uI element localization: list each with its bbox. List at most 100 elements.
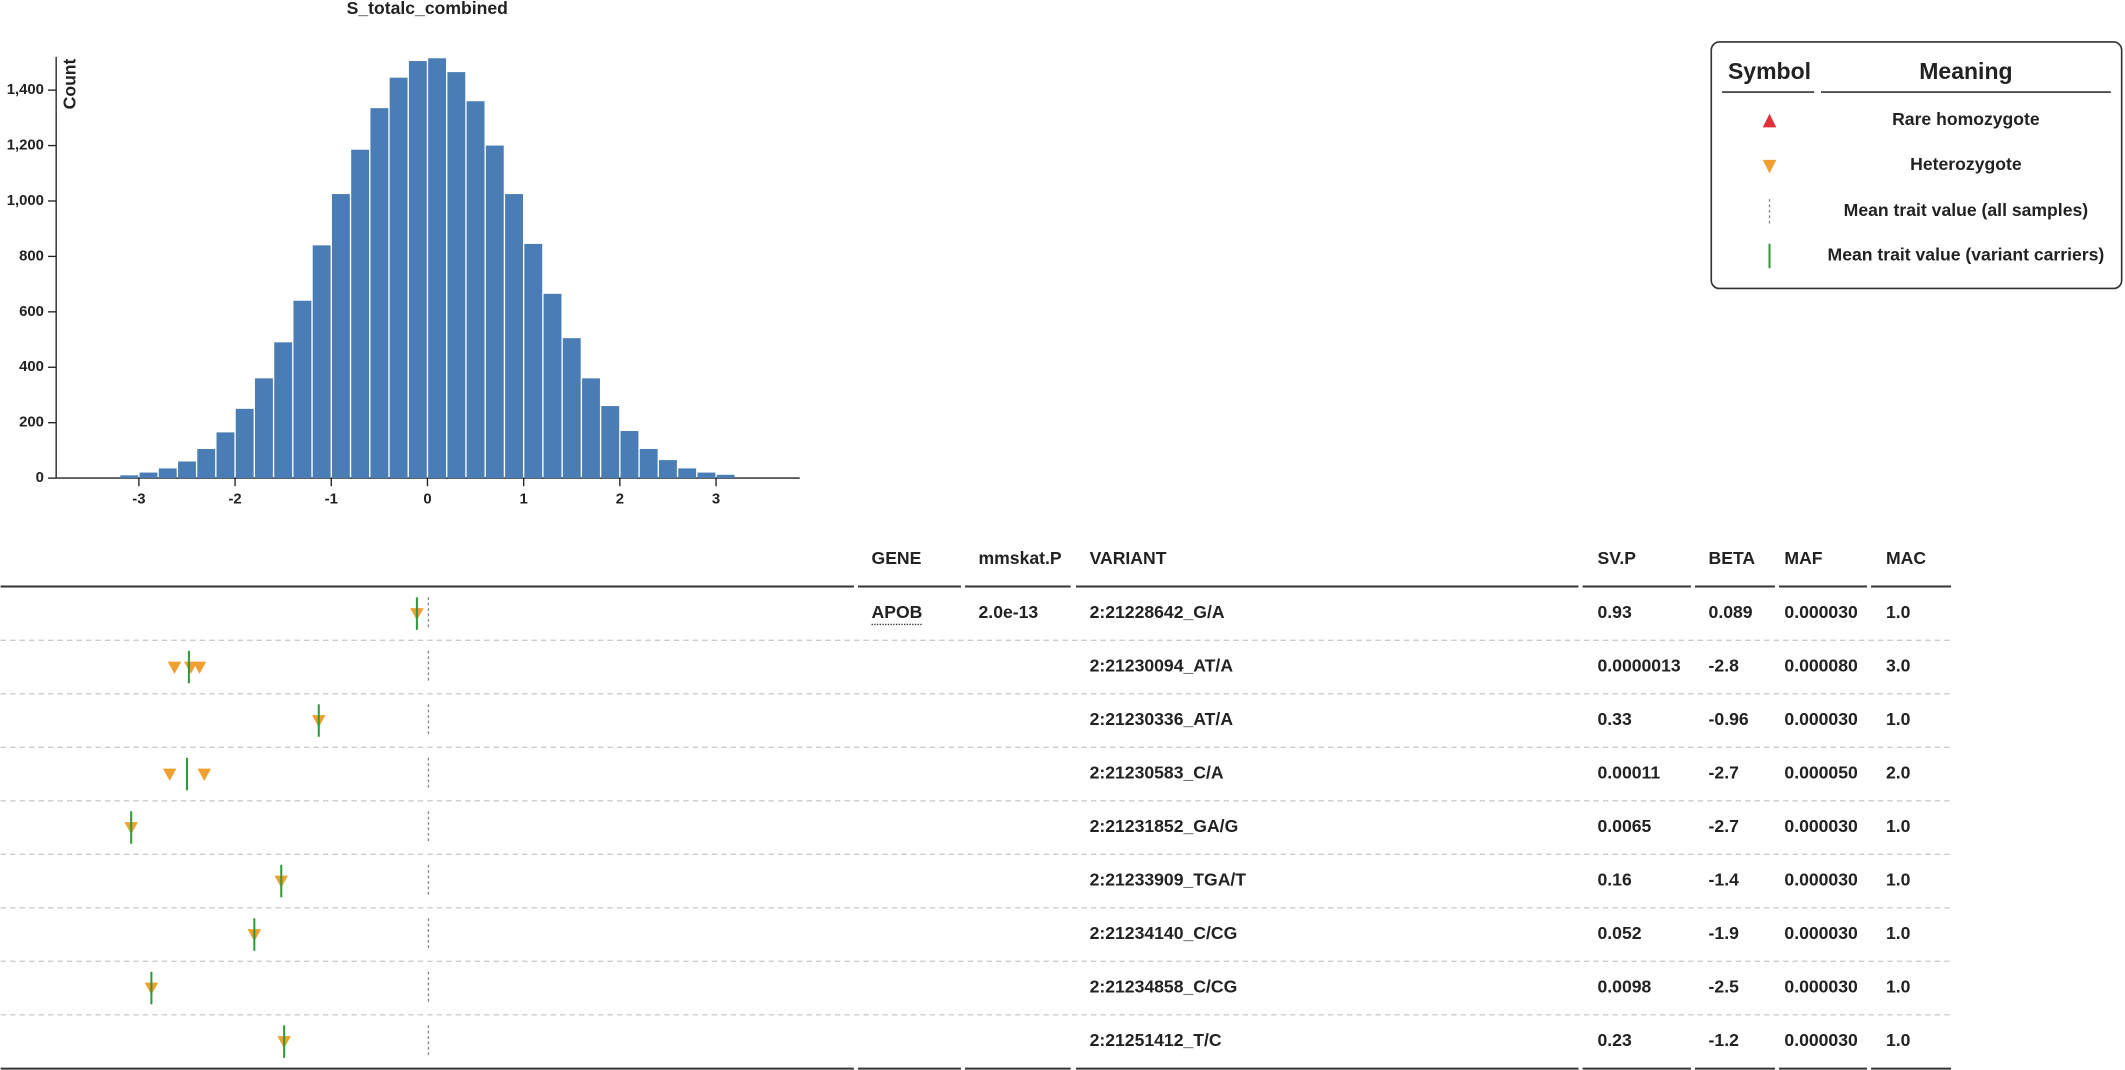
het-symbol bbox=[1762, 159, 1777, 174]
legend-box bbox=[1710, 41, 2123, 290]
y-tick-label: 800 bbox=[19, 248, 44, 264]
hist-title: S_totalc_combined bbox=[347, 0, 508, 18]
column-header: MAF bbox=[1784, 548, 1822, 568]
hist-bar bbox=[601, 406, 620, 479]
hist-bar bbox=[524, 243, 543, 479]
legend-item: Mean trait value (variant carriers) bbox=[1828, 245, 2105, 265]
table-cell: 1.0 bbox=[1886, 816, 1911, 836]
y-tick-label: 600 bbox=[19, 304, 44, 320]
table-cell: 1.0 bbox=[1886, 709, 1911, 729]
y-tick-label: 1,000 bbox=[7, 193, 44, 209]
table-cell: -2.7 bbox=[1709, 816, 1740, 836]
table-cell: 0.0065 bbox=[1598, 816, 1652, 836]
table-cell: 0.23 bbox=[1598, 1030, 1632, 1050]
table-cell: 0.000050 bbox=[1784, 763, 1858, 783]
hist-bar bbox=[582, 378, 600, 479]
y-tick-label: 1,400 bbox=[7, 82, 44, 98]
table-cell: 2.0 bbox=[1886, 763, 1911, 783]
hist-bar bbox=[447, 72, 466, 479]
table-cell: 2.0e-13 bbox=[979, 602, 1039, 622]
table-cell: 2:21251412_T/C bbox=[1090, 1030, 1222, 1050]
y-tick-label: 200 bbox=[19, 415, 44, 431]
het-marker bbox=[197, 768, 212, 781]
table-cell: -1.9 bbox=[1709, 923, 1740, 943]
legend-header: Symbol bbox=[1728, 58, 1811, 84]
y-tick-label: 0 bbox=[36, 470, 44, 486]
table-cell: -1.2 bbox=[1709, 1030, 1740, 1050]
y-axis-label: Count bbox=[60, 58, 80, 109]
rare-hom-symbol bbox=[1762, 113, 1777, 128]
table-cell: 0.000080 bbox=[1784, 656, 1858, 676]
x-tick-label: -3 bbox=[132, 492, 145, 508]
table-cell: 0.000030 bbox=[1784, 816, 1858, 836]
column-header: VARIANT bbox=[1090, 548, 1167, 568]
table-cell: 0.0000013 bbox=[1598, 656, 1681, 676]
table-cell: 0.0098 bbox=[1598, 977, 1652, 997]
table-cell: -2.7 bbox=[1709, 763, 1740, 783]
x-tick-label: 3 bbox=[712, 492, 720, 508]
y-tick-label: 1,200 bbox=[7, 138, 44, 154]
gene-link[interactable]: APOB bbox=[872, 602, 923, 622]
table-cell: -0.96 bbox=[1709, 709, 1749, 729]
hist-bar bbox=[659, 460, 677, 479]
hist-bar bbox=[312, 245, 331, 479]
table-cell: 2:21230336_AT/A bbox=[1090, 709, 1234, 729]
legend-item: Rare homozygote bbox=[1892, 109, 2040, 129]
hist-bar bbox=[274, 342, 293, 479]
hist-bar bbox=[697, 472, 716, 479]
table-cell: 0.089 bbox=[1709, 602, 1753, 622]
hist-bar bbox=[485, 145, 504, 479]
table-cell: 0.16 bbox=[1598, 870, 1632, 890]
table-cell: 2:21231852_GA/G bbox=[1090, 816, 1239, 836]
table-cell: 1.0 bbox=[1886, 1030, 1911, 1050]
table-cell: 0.000030 bbox=[1784, 602, 1858, 622]
hist-bar bbox=[639, 449, 658, 479]
column-header: mmskat.P bbox=[979, 548, 1062, 568]
table-cell: 1.0 bbox=[1886, 923, 1911, 943]
hist-bar bbox=[716, 474, 735, 479]
hist-bar bbox=[139, 472, 158, 479]
table-cell: 0.000030 bbox=[1784, 977, 1858, 997]
x-tick-label: -1 bbox=[325, 492, 338, 508]
het-marker bbox=[167, 661, 182, 674]
het-marker bbox=[192, 661, 207, 674]
hist-bar bbox=[254, 378, 273, 479]
hist-bar bbox=[466, 101, 485, 479]
hist-bar bbox=[505, 194, 523, 479]
hist-bar bbox=[562, 338, 581, 479]
het-marker bbox=[162, 768, 177, 781]
hist-bar bbox=[331, 194, 350, 479]
table-cell: -2.8 bbox=[1709, 656, 1740, 676]
table-cell: 1.0 bbox=[1886, 602, 1911, 622]
column-header: BETA bbox=[1709, 548, 1756, 568]
hist-bar bbox=[543, 293, 562, 479]
hist-bar bbox=[120, 475, 139, 479]
column-header: MAC bbox=[1886, 548, 1926, 568]
hist-bar bbox=[678, 468, 697, 479]
table-cell: 2:21234140_C/CG bbox=[1090, 923, 1238, 943]
table-cell: 2:21233909_TGA/T bbox=[1090, 870, 1247, 890]
hist-bar bbox=[235, 408, 254, 479]
y-tick-label: 400 bbox=[19, 359, 44, 375]
table-cell: 0.000030 bbox=[1784, 870, 1858, 890]
hist-bar bbox=[408, 61, 427, 479]
table-cell: 0.000030 bbox=[1784, 923, 1858, 943]
table-cell: 0.00011 bbox=[1598, 763, 1661, 783]
column-header: SV.P bbox=[1598, 548, 1637, 568]
x-tick-label: -2 bbox=[228, 492, 241, 508]
hist-bar bbox=[428, 58, 447, 479]
hist-bar bbox=[293, 300, 312, 479]
table-cell: 2:21230583_C/A bbox=[1090, 763, 1224, 783]
x-tick-label: 0 bbox=[423, 492, 431, 508]
table-cell: -1.4 bbox=[1709, 870, 1740, 890]
hist-bar bbox=[197, 449, 216, 479]
x-tick-label: 2 bbox=[616, 492, 624, 508]
hist-bar bbox=[158, 468, 177, 479]
hist-bar bbox=[620, 431, 639, 479]
x-tick-label: 1 bbox=[520, 492, 528, 508]
table-cell: 0.000030 bbox=[1784, 1030, 1858, 1050]
table-cell: 0.93 bbox=[1598, 602, 1632, 622]
table-cell: 1.0 bbox=[1886, 870, 1911, 890]
